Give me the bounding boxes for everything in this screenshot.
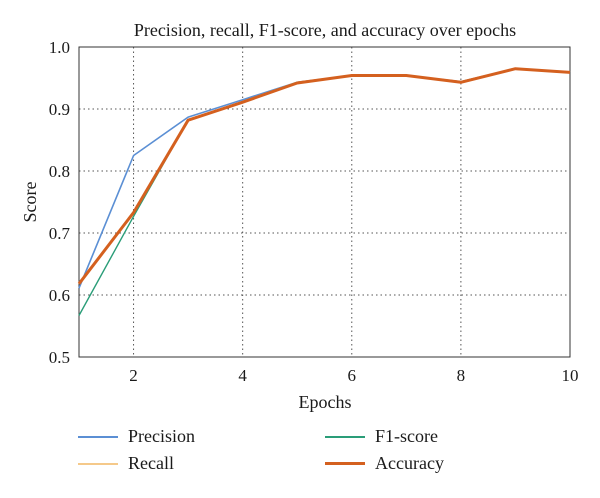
y-tick-label: 0.9 [49,100,70,119]
series-line-accuracy [77,67,571,285]
x-tick-label: 4 [238,366,247,385]
grid-lines [79,46,571,358]
x-axis-title: Epochs [299,392,352,412]
x-tick-label: 6 [348,366,357,385]
series-line-f1-score [78,67,571,316]
x-tick-label: 2 [129,366,138,385]
chart-title: Precision, recall, F1-score, and accurac… [134,20,516,40]
x-tick-label: 10 [562,366,579,385]
y-tick-label: 0.6 [49,286,70,305]
plot-frame [78,46,571,358]
y-tick-label: 0.8 [49,162,70,181]
tick-labels: 2 4 6 8 10 0.5 0.6 0.7 0.8 0.9 1.0 [49,38,579,385]
y-tick-label: 0.7 [49,224,71,243]
y-axis-title: Score [20,181,40,222]
y-tick-label: 1.0 [49,38,70,57]
series-line-recall [78,67,571,285]
y-tick-label: 0.5 [49,348,70,367]
x-tick-label: 8 [457,366,466,385]
series-lines [77,67,571,316]
